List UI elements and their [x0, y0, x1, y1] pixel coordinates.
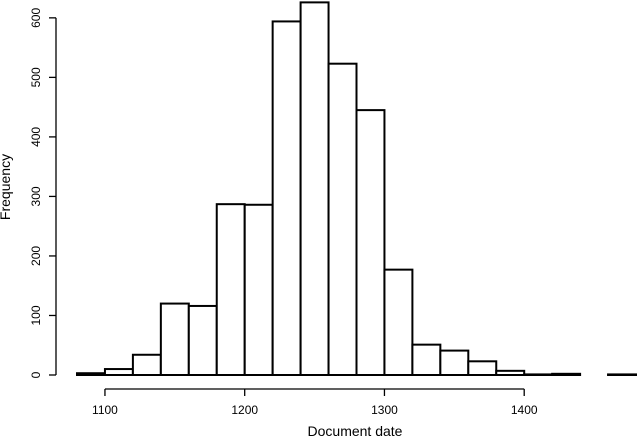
histogram-bar-10: [327, 62, 358, 376]
x-tick-label-1400: 1400: [511, 403, 538, 417]
histogram-bar-4: [159, 302, 190, 377]
histogram-bar-7: [243, 203, 274, 376]
y-tick-label-500: 500: [29, 67, 43, 87]
histogram-bar-1: [76, 372, 106, 377]
histogram-bar-12: [383, 268, 414, 376]
histogram-bar-15: [467, 360, 498, 376]
histogram-bar-6: [215, 203, 246, 376]
histogram-bar-2: [103, 368, 134, 376]
y-tick-label-300: 300: [29, 186, 43, 206]
y-tick-label-200: 200: [29, 246, 43, 266]
histogram-bars: [76, 1, 637, 377]
histogram-bar-3: [131, 353, 162, 376]
histogram-bar-5: [187, 304, 218, 377]
y-axis-ticks: 0 100 200 300 400 500 600: [29, 8, 56, 378]
histogram-bar-17: [523, 373, 554, 376]
histogram-bar-11: [355, 109, 386, 376]
x-axis-ticks: 1100 1200 1300 1400: [92, 389, 538, 417]
x-tick-label-1100: 1100: [92, 403, 118, 417]
x-tick-label-1300: 1300: [371, 403, 398, 417]
y-tick-label-100: 100: [29, 305, 43, 325]
histogram-bar-8: [271, 20, 302, 377]
histogram-bar-9: [299, 1, 330, 377]
y-tick-label-400: 400: [29, 127, 43, 147]
histogram-bar-18: [551, 372, 582, 376]
histogram-bar-16: [495, 369, 526, 377]
histogram-bar-14: [439, 349, 470, 377]
histogram-bar-13: [411, 343, 442, 376]
x-axis-title: Document date: [308, 423, 403, 439]
y-axis-title: Frequency: [0, 154, 13, 220]
y-tick-label-0: 0: [29, 371, 43, 378]
x-tick-label-1200: 1200: [231, 403, 258, 417]
y-tick-label-600: 600: [29, 8, 43, 28]
histogram-bar-20: [607, 373, 637, 376]
